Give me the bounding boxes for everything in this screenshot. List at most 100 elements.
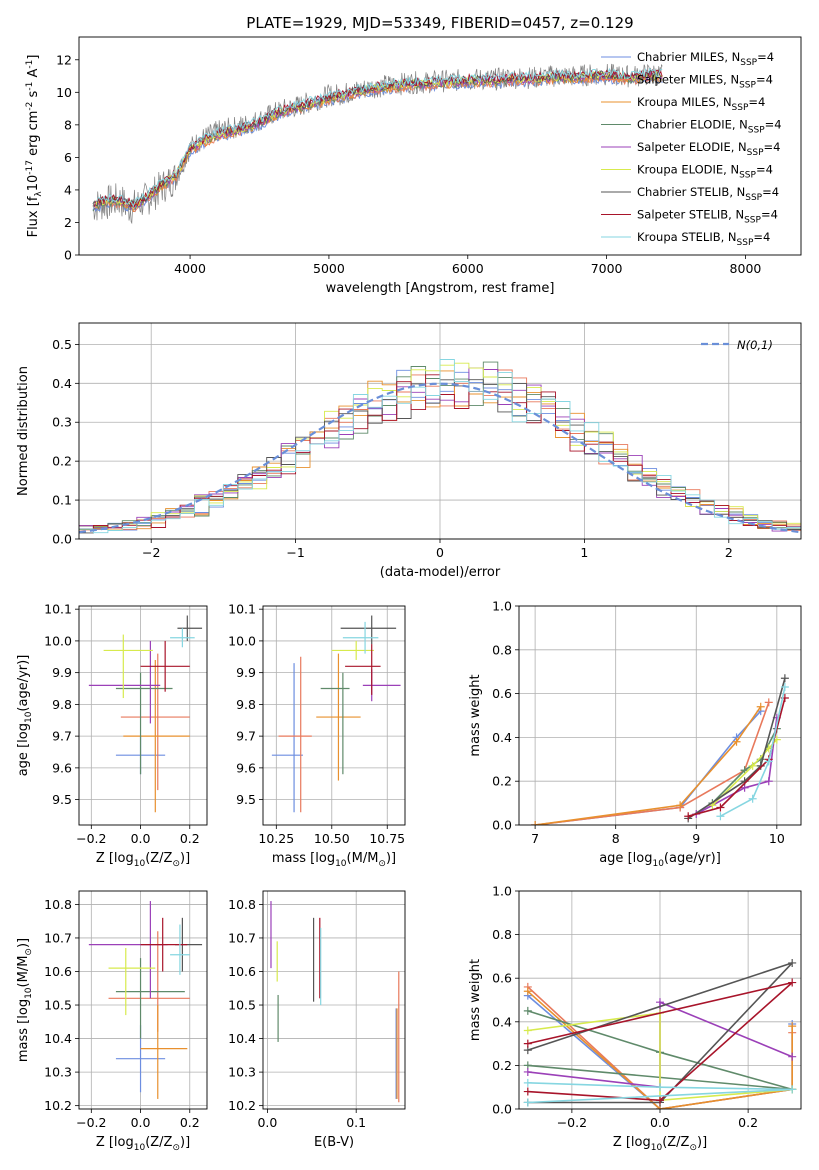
y-axis-label: Flux [fλ​10-17​ erg cm-2​ s-1​ A-1​] bbox=[25, 55, 44, 238]
y-tick-label: 2 bbox=[64, 215, 72, 230]
weight-marker bbox=[764, 757, 773, 766]
y-tick-label: 10.4 bbox=[44, 1031, 72, 1046]
weight-line bbox=[695, 717, 778, 815]
subscript: 10 bbox=[24, 711, 34, 723]
text-run: mass [log bbox=[16, 999, 31, 1062]
subscript: 10 bbox=[651, 1143, 663, 1153]
y-tick-label: 0.2 bbox=[492, 1058, 512, 1073]
plot-area bbox=[270, 901, 400, 1103]
x-axis-label: (data-model)/error bbox=[380, 565, 501, 580]
spectrum-model-line bbox=[95, 67, 663, 208]
x-tick-label: 1 bbox=[580, 545, 588, 560]
weight-marker bbox=[656, 998, 664, 1007]
text-run: =4 bbox=[761, 208, 778, 222]
x-tick-label: 0.0 bbox=[650, 1115, 670, 1130]
y-tick-label: 10.2 bbox=[44, 1098, 72, 1113]
y-tick-label: 0.3 bbox=[52, 415, 72, 430]
subscript: SSP bbox=[737, 238, 754, 248]
y-tick-label: 12 bbox=[56, 52, 72, 67]
x-axis-label: E(B-V) bbox=[314, 1135, 354, 1150]
subscript: SSP bbox=[747, 148, 764, 158]
weight-marker bbox=[531, 821, 540, 825]
subscript: SSP bbox=[732, 103, 749, 113]
y-tick-label: 9.5 bbox=[236, 792, 256, 807]
weight-marker bbox=[716, 812, 725, 821]
weight-marker bbox=[788, 958, 797, 967]
weight-line bbox=[687, 678, 786, 820]
subscript: SSP bbox=[744, 216, 761, 226]
y-tick-label: 9.7 bbox=[236, 729, 256, 744]
text-run: (Z/Z bbox=[145, 1135, 172, 1150]
weight-marker bbox=[523, 1067, 532, 1076]
text-run: )] bbox=[180, 851, 190, 866]
y-tick-label: 10.7 bbox=[44, 930, 72, 945]
text-run: =4 bbox=[764, 140, 781, 154]
legend-entry: N(0,1) bbox=[737, 338, 773, 352]
subscript: ⊙ bbox=[172, 859, 180, 869]
y-tick-label: 0.4 bbox=[52, 376, 72, 391]
x-tick-label: 0.0 bbox=[131, 1115, 151, 1130]
y-tick-label: 9.9 bbox=[236, 665, 256, 680]
text-run: Z [log bbox=[96, 1135, 134, 1150]
text-run: Salpeter MILES, N bbox=[637, 73, 739, 87]
x-tick-label: 9 bbox=[692, 831, 700, 846]
weight-line bbox=[720, 686, 786, 817]
x-axis-label: age [log10​(age/yr)] bbox=[599, 851, 721, 869]
y-tick-label: 9.6 bbox=[52, 760, 72, 775]
legend-entry: Salpeter STELIB, NSSP​=4 bbox=[637, 208, 778, 226]
legend-entry: Kroupa ELODIE, NSSP​=4 bbox=[637, 163, 773, 181]
x-tick-label: 4000 bbox=[174, 261, 206, 276]
y-tick-label: 9.9 bbox=[52, 665, 72, 680]
weight-marker bbox=[756, 702, 765, 711]
y-tick-label: 10.1 bbox=[44, 602, 72, 617]
text-run: (age/yr)] bbox=[664, 851, 721, 866]
y-tick-label: 0.2 bbox=[52, 454, 72, 469]
x-tick-label: 5000 bbox=[313, 261, 345, 276]
weight-line bbox=[534, 706, 762, 825]
weight-marker bbox=[780, 674, 789, 683]
chart-residual_hist: −2 −1 0 1 2 0.0 0.1 0.2 0.3 0.4 0.5 (data-model)/er… bbox=[16, 322, 802, 580]
subscript: SSP bbox=[739, 171, 756, 181]
x-axis-label: Z [log10​(Z/Z⊙​)] bbox=[96, 851, 190, 869]
y-tick-label: 4 bbox=[64, 182, 72, 197]
weight-line bbox=[535, 702, 770, 825]
y-tick-label: 10.7 bbox=[228, 930, 256, 945]
text-run: Z [log bbox=[613, 1135, 651, 1150]
y-tick-label: 10 bbox=[56, 85, 72, 100]
weight-marker bbox=[788, 1085, 797, 1094]
subscript: 10 bbox=[652, 859, 664, 869]
x-axis-label: Z [log10​(Z/Z⊙​)] bbox=[613, 1135, 707, 1153]
spectrum-model-line bbox=[93, 68, 663, 209]
weight-marker bbox=[764, 777, 773, 786]
plot-area bbox=[531, 674, 789, 825]
x-tick-label: 7000 bbox=[591, 261, 623, 276]
subscript: ⊙ bbox=[689, 1143, 697, 1153]
weight-marker bbox=[523, 1039, 532, 1048]
weight-marker bbox=[716, 803, 725, 812]
x-tick-label: 0.2 bbox=[738, 1115, 758, 1130]
text-run: )] bbox=[16, 938, 31, 948]
y-axis-label: mass weight bbox=[468, 959, 483, 1041]
gaussian-curve bbox=[79, 382, 801, 534]
text-run: =4 bbox=[748, 95, 765, 109]
legend-entry: Chabrier ELODIE, NSSP​=4 bbox=[637, 118, 782, 136]
y-axis-label: mass [log10​(M/M⊙​)] bbox=[16, 938, 34, 1062]
text-run: Chabrier STELIB, N bbox=[637, 185, 745, 199]
weight-marker bbox=[656, 1083, 664, 1092]
y-tick-label: 0.2 bbox=[492, 774, 512, 789]
x-tick-label: 0.2 bbox=[180, 1115, 200, 1130]
text-run: mass weight bbox=[468, 674, 483, 756]
text-run: =4 bbox=[756, 73, 773, 87]
x-tick-label: 10.75 bbox=[369, 831, 405, 846]
superscript: -1 bbox=[25, 82, 35, 91]
text-run: Normed distribution bbox=[16, 366, 31, 496]
axes-frame bbox=[262, 890, 406, 1110]
text-run: )] bbox=[386, 851, 396, 866]
subscript: SSP bbox=[748, 126, 765, 136]
x-tick-label: 8 bbox=[612, 831, 620, 846]
text-run: (age/yr)] bbox=[16, 655, 31, 712]
x-axis-label: Z [log10​(Z/Z⊙​)] bbox=[96, 1135, 190, 1153]
text-run: age [log bbox=[16, 723, 31, 776]
subscript: 10 bbox=[134, 859, 146, 869]
